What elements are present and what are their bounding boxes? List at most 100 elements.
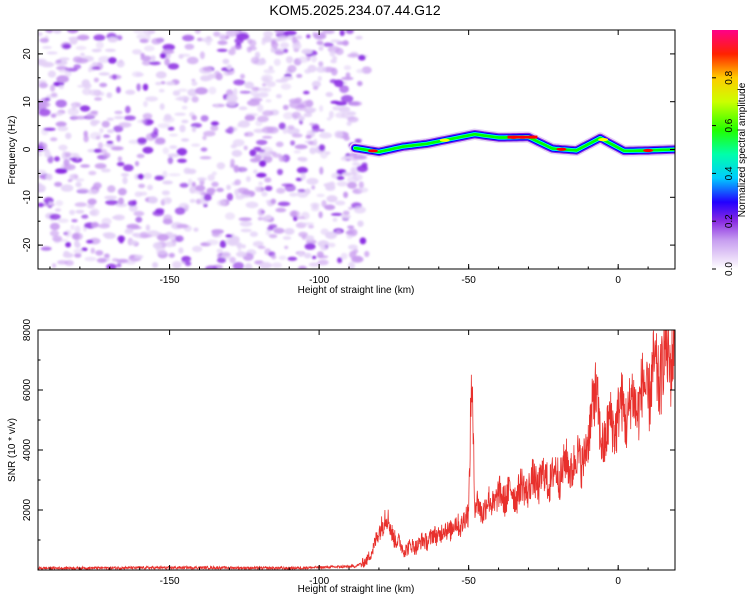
noise-cell [134,191,143,197]
noise-cell [340,252,348,260]
noise-cell [284,245,289,250]
noise-cell [181,138,190,142]
noise-cell [251,86,259,91]
noise-cell [142,146,154,154]
noise-cell [256,149,266,153]
noise-cell [161,49,175,55]
noise-cell [194,30,201,34]
noise-cell [216,187,224,193]
noise-cell [219,33,226,41]
noise-cell [136,153,145,159]
noise-cell [326,117,332,121]
spectrogram-xlabel: Height of straight line (km) [298,285,415,296]
noise-cell [216,48,228,53]
noise-cell [160,81,166,85]
noise-cell [137,173,144,180]
noise-cell [191,81,198,86]
noise-cell [55,99,67,108]
noise-cell [349,250,357,259]
noise-cell [116,60,125,68]
noise-cell [283,30,297,36]
noise-cell [357,220,364,227]
noise-cell [75,209,85,214]
noise-cell [118,197,124,205]
spec-xtick-label: 0 [615,275,621,286]
snr-xtick-label: 0 [615,576,621,587]
figure-title: KOM5.2025.234.07.44.G12 [269,2,440,18]
noise-cell [172,90,181,96]
noise-cell [291,133,303,138]
noise-cell [165,241,175,248]
noise-cell [118,122,132,128]
noise-cell [364,250,370,258]
noise-cell [47,155,54,164]
noise-cell [137,137,147,144]
noise-cell [313,32,327,40]
noise-cell [295,35,303,40]
noise-cell [128,204,138,212]
colorbar-ticks: 0.0 0.2 0.4 0.6 0.8 [712,70,735,276]
noise-cell [325,231,338,240]
noise-cell [356,155,368,160]
noise-cell [87,112,98,117]
noise-cell [225,237,238,246]
noise-cell [99,91,105,96]
noise-cell [196,37,203,42]
noise-cell [87,149,96,153]
noise-cell [57,126,69,132]
noise-cell [282,236,292,240]
noise-cell [38,152,43,157]
noise-cell [62,43,71,49]
noise-cell [238,217,252,221]
noise-cell [106,263,117,269]
spec-ytick-label: 0 [22,146,33,152]
noise-cell [191,126,197,133]
noise-cell [282,104,289,110]
noise-cell [234,179,241,186]
noise-cell [350,101,363,107]
noise-cell [213,31,221,37]
noise-cell [58,69,69,73]
noise-cell [230,158,235,167]
noise-cell [74,202,88,207]
noise-cell [139,38,149,43]
noise-cell [273,227,285,234]
noise-cell [90,120,101,124]
noise-cell [325,92,334,97]
noise-cell [187,178,193,187]
noise-cell [262,76,270,83]
noise-cell [114,115,124,120]
noise-cell [301,222,315,226]
noise-cell [167,156,174,165]
noise-cell [311,185,316,190]
noise-cell [346,111,357,116]
noise-cell [74,242,81,248]
noise-cell [335,47,344,56]
noise-cell [94,97,103,101]
noise-cell [195,87,208,95]
noise-cell [165,81,175,86]
noise-cell [279,42,290,49]
noise-cell [334,130,344,139]
noise-cell [152,242,163,250]
noise-cell [309,147,317,155]
noise-cell [50,84,56,92]
noise-cell [140,52,145,58]
noise-cell [323,42,334,47]
noise-cell [92,61,98,67]
noise-cell [110,146,124,151]
noise-cell [333,79,344,88]
noise-cell [147,184,153,191]
noise-cell [178,247,184,254]
noise-cell [54,208,62,212]
noise-cell [311,80,321,88]
noise-cell [49,222,60,231]
noise-cell [340,214,352,219]
noise-cell [152,262,159,268]
noise-cell [252,241,264,247]
noise-cell [347,225,355,229]
noise-cell [330,212,343,216]
noise-cell [298,114,303,121]
noise-cell [177,88,188,92]
noise-cell [297,189,307,193]
